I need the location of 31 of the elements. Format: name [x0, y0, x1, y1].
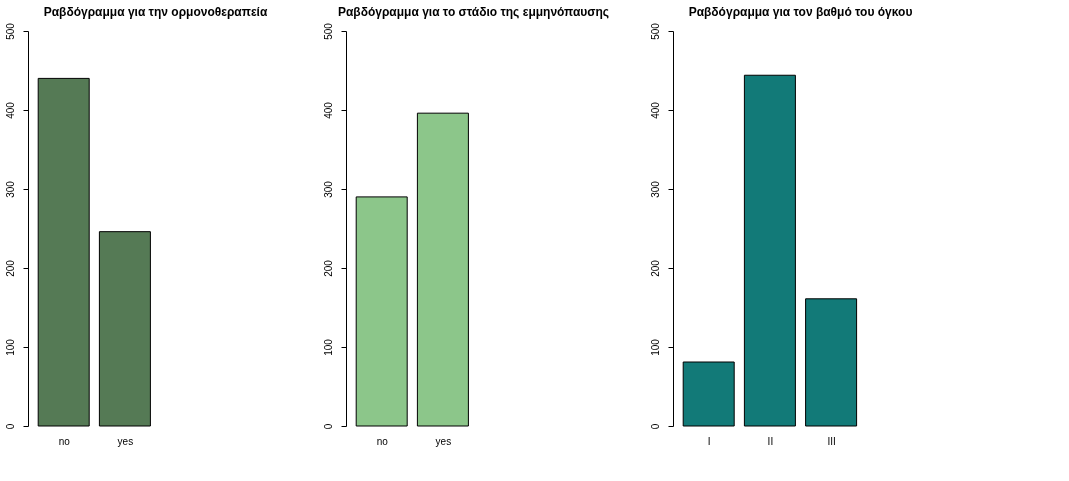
bar [805, 298, 858, 427]
y-tick-label: 100 [322, 338, 334, 356]
y-tick-label: 300 [649, 180, 661, 198]
y-tick-label: 300 [4, 180, 16, 198]
x-tick-label: no [376, 435, 389, 447]
y-tick-label: 200 [4, 259, 16, 277]
x-tick-label: yes [117, 435, 134, 447]
chart-title: Ραβδόγραμμα για την ορμονοθεραπεία [43, 4, 268, 19]
y-tick-label: 500 [649, 22, 661, 40]
y-tick-label: 400 [4, 101, 16, 119]
y-tick-label: 400 [322, 101, 334, 119]
y-tick-label: 300 [322, 180, 334, 198]
y-tick-label: 0 [4, 423, 16, 430]
y-tick-label: 200 [649, 259, 661, 277]
y-tick-label: 500 [4, 22, 16, 40]
x-tick-label: III [827, 435, 836, 447]
chart-title: Ραβδόγραμμα για τον βαθμό του όγκου [688, 4, 913, 19]
y-tick-label: 100 [4, 338, 16, 356]
x-tick-label: no [58, 435, 71, 447]
y-tick-label: 0 [649, 423, 661, 430]
x-tick-label: II [767, 435, 774, 447]
bar [682, 361, 735, 427]
bar [743, 74, 796, 427]
y-tick-label: 100 [649, 338, 661, 356]
y-tick-label: 0 [322, 423, 334, 430]
y-tick-label: 400 [649, 101, 661, 119]
x-tick-label: yes [435, 435, 452, 447]
y-tick-label: 200 [322, 259, 334, 277]
x-tick-label: I [707, 435, 711, 447]
y-tick-label: 500 [322, 22, 334, 40]
chart-title: Ραβδόγραμμα για το στάδιο της εμμηνόπαυσης [337, 4, 610, 19]
